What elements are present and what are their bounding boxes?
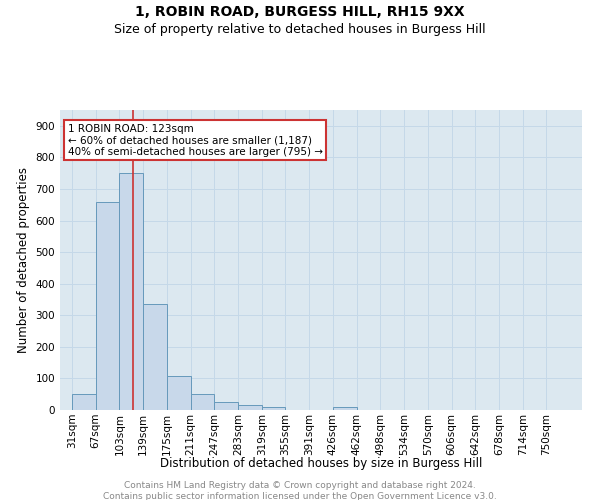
Text: Contains public sector information licensed under the Open Government Licence v3: Contains public sector information licen… — [103, 492, 497, 500]
Bar — [143, 304, 167, 410]
Text: 1, ROBIN ROAD, BURGESS HILL, RH15 9XX: 1, ROBIN ROAD, BURGESS HILL, RH15 9XX — [135, 5, 465, 19]
Bar — [333, 407, 356, 410]
Bar — [167, 376, 191, 410]
Bar — [95, 202, 119, 410]
Bar — [262, 407, 286, 410]
Bar — [72, 394, 95, 410]
Bar — [119, 173, 143, 410]
Text: Distribution of detached houses by size in Burgess Hill: Distribution of detached houses by size … — [160, 458, 482, 470]
Text: Size of property relative to detached houses in Burgess Hill: Size of property relative to detached ho… — [114, 22, 486, 36]
Bar — [191, 394, 214, 410]
Text: Contains HM Land Registry data © Crown copyright and database right 2024.: Contains HM Land Registry data © Crown c… — [124, 481, 476, 490]
Text: 1 ROBIN ROAD: 123sqm
← 60% of detached houses are smaller (1,187)
40% of semi-de: 1 ROBIN ROAD: 123sqm ← 60% of detached h… — [68, 124, 323, 156]
Y-axis label: Number of detached properties: Number of detached properties — [17, 167, 30, 353]
Bar — [214, 402, 238, 410]
Bar — [238, 406, 262, 410]
